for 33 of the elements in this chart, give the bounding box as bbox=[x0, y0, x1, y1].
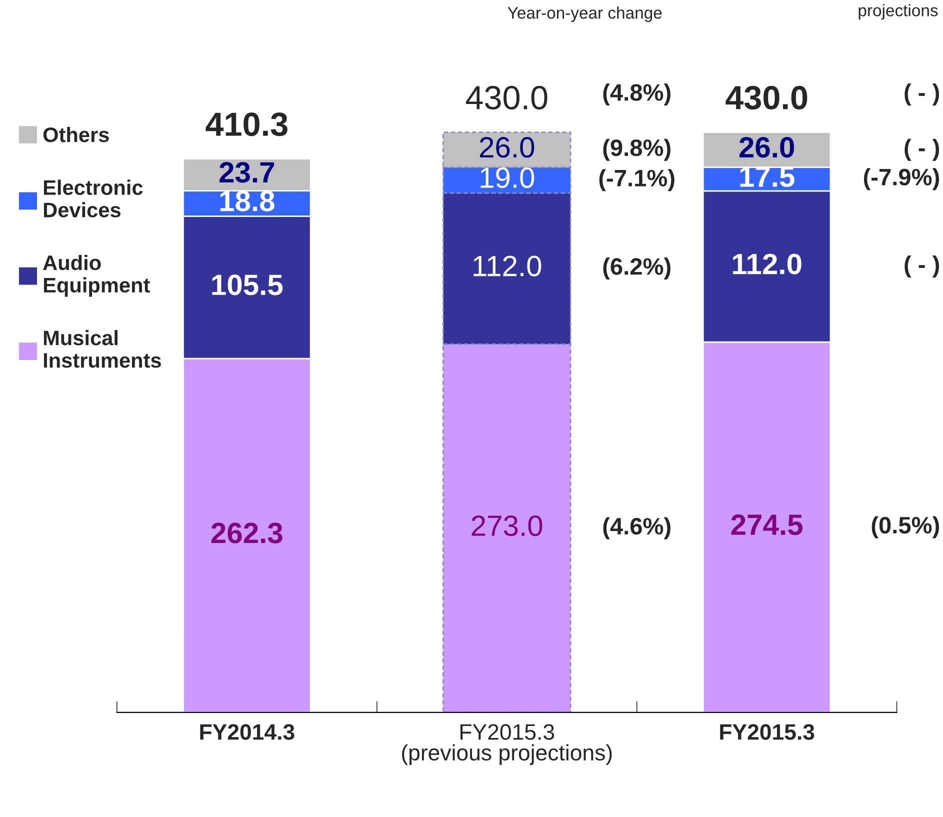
data-label: 26.0 bbox=[480, 137, 534, 158]
data-label: 274.5 bbox=[731, 514, 802, 536]
text: ( - ) bbox=[904, 84, 939, 106]
x-tick-label: FY2015.3 (previous projections) bbox=[402, 724, 612, 765]
x-tick-label: FY2015.3 bbox=[720, 724, 814, 740]
text: ( - ) bbox=[904, 256, 939, 278]
annotation: (4.6%) bbox=[603, 517, 670, 540]
text: (4.8%) bbox=[603, 84, 670, 106]
total-label: 430.0 bbox=[726, 86, 808, 110]
legend-label: Electronic Devices bbox=[44, 180, 143, 218]
legend-label: Audio Equipment bbox=[43, 254, 150, 297]
total-label: 430.0 bbox=[466, 86, 548, 110]
text: ( - ) bbox=[904, 138, 939, 161]
text: Year-on-year change bbox=[508, 6, 662, 22]
legend-label: Musical Instruments bbox=[44, 330, 161, 368]
data-label: 105.5 bbox=[212, 274, 283, 296]
data-label: 19.0 bbox=[480, 167, 534, 188]
data-label: 26.0 bbox=[739, 137, 794, 158]
total-label: 410.3 bbox=[206, 112, 288, 136]
annotation: (6.2%) bbox=[603, 258, 670, 280]
annotation: (-7.1%) bbox=[599, 169, 674, 192]
data-label: 112.0 bbox=[732, 254, 802, 274]
x-tick-label: FY2014.3 bbox=[200, 724, 294, 740]
annotation: (9.8%) bbox=[603, 138, 670, 161]
data-label: 262.3 bbox=[211, 522, 282, 544]
annotation: (0.5%) bbox=[872, 516, 939, 538]
data-label: 23.7 bbox=[220, 162, 274, 183]
data-label: 273.0 bbox=[472, 515, 542, 536]
data-label: 18.8 bbox=[220, 190, 274, 212]
text: projections bbox=[858, 4, 938, 20]
legend-label: Others bbox=[43, 126, 109, 142]
data-label: 112.0 bbox=[474, 256, 542, 276]
annotation: (-7.9%) bbox=[864, 168, 939, 190]
